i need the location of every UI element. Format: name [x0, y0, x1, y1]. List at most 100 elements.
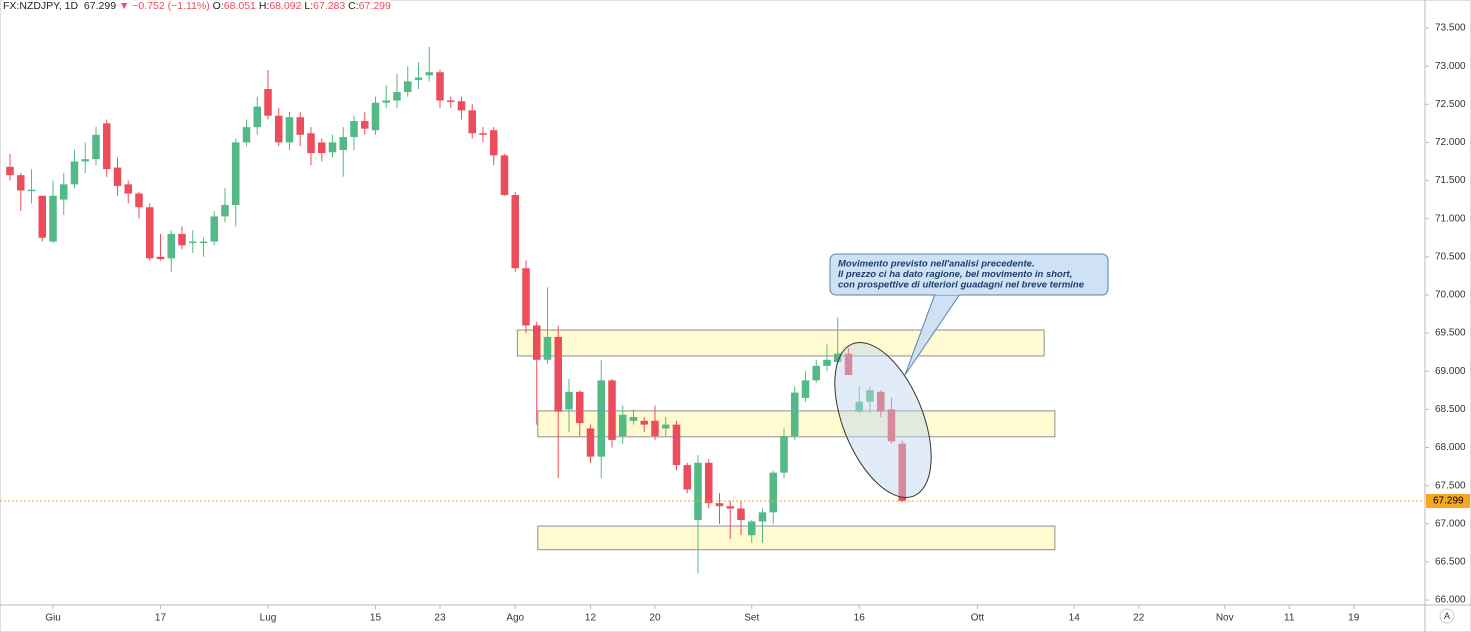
candle-body	[522, 268, 530, 326]
l-value: 67.283	[313, 0, 346, 12]
candle-body	[188, 241, 197, 244]
candle-body	[737, 508, 745, 520]
candle-body	[446, 100, 455, 102]
candle-body	[6, 166, 14, 176]
candle-body	[328, 142, 337, 153]
candle-body	[769, 472, 777, 513]
candle-body	[210, 216, 219, 242]
zone	[516, 329, 1045, 357]
x-tick-label: 16	[854, 613, 866, 624]
y-tick-label: 73.000	[1435, 61, 1466, 72]
candle-body	[565, 391, 573, 410]
y-tick-label: 72.000	[1435, 137, 1466, 148]
candle-body	[543, 336, 552, 360]
y-tick-label: 68.500	[1435, 404, 1466, 415]
x-tick-label: 15	[370, 613, 382, 624]
candle-body	[683, 465, 692, 490]
candle-body	[672, 424, 681, 466]
y-tick-label: 71.500	[1435, 175, 1466, 186]
change: −0.752 (−1.11%)	[132, 0, 210, 12]
candle-body	[887, 409, 896, 442]
candle-body	[113, 167, 122, 186]
candle-body	[726, 506, 734, 509]
candle-body	[866, 390, 874, 402]
y-tick-label: 73.500	[1435, 23, 1466, 34]
y-tick-label: 69.000	[1435, 366, 1466, 377]
candle-body	[414, 77, 423, 80]
x-tick-label: Ott	[971, 613, 985, 624]
candle-body	[59, 184, 68, 200]
x-tick-label: 22	[1133, 613, 1145, 624]
candle-body	[855, 401, 863, 412]
last-value: 67.299	[83, 0, 117, 12]
down-arrow: ▼	[118, 0, 130, 12]
x-tick-label: 14	[1069, 613, 1081, 624]
candle-body	[608, 380, 616, 440]
candle-body	[360, 121, 369, 129]
candle-body	[704, 462, 713, 504]
candle-body	[436, 72, 444, 101]
annotation-line: Il prezzo ci ha dato ragione, bel movime…	[838, 269, 1072, 280]
candle-body	[457, 101, 466, 111]
candle-body	[661, 424, 670, 429]
x-tick-label: Lug	[260, 613, 277, 624]
x-tick-label: Giu	[45, 613, 61, 624]
x-tick-label: 17	[155, 613, 167, 624]
candle-body	[597, 380, 606, 457]
x-tick-label: Nov	[1216, 613, 1234, 624]
candle-body	[296, 117, 305, 135]
candle-body	[651, 420, 659, 437]
candle-body	[758, 512, 767, 522]
x-tick-label: Ago	[506, 613, 524, 624]
x-tick-label: Set	[744, 613, 759, 624]
candle-body	[833, 353, 842, 363]
callout-cover	[936, 292, 959, 295]
candle-body	[618, 414, 627, 437]
x-tick-label: 11	[1284, 613, 1295, 624]
candle-body	[350, 121, 358, 138]
auto-scale-button[interactable]	[1439, 608, 1455, 624]
y-tick-label: 68.000	[1435, 442, 1466, 453]
y-tick-label: 67.000	[1435, 518, 1466, 529]
candle-body	[629, 416, 638, 421]
candle-body	[221, 204, 229, 217]
candle-body	[317, 142, 326, 154]
annotation-line: Movimento previsto nell'analisi preceden…	[838, 259, 1035, 270]
zone	[537, 525, 1056, 551]
candle-body	[264, 89, 272, 116]
legend-header: FX:NZDJPY, 1D 67.299 ▼ −0.752 (−1.11%) O…	[3, 0, 391, 12]
candle-body	[844, 353, 853, 376]
candle-body	[586, 428, 595, 457]
candle-body	[199, 241, 208, 244]
candle-body	[425, 72, 434, 76]
candle-body	[575, 391, 584, 424]
candle-body	[81, 159, 90, 162]
candle-body	[16, 175, 25, 191]
candle-body	[70, 161, 79, 185]
h-label: H:	[258, 0, 270, 12]
candle-body	[489, 130, 498, 156]
candle-body	[382, 100, 391, 103]
candle-body	[479, 133, 487, 135]
candle-body	[339, 137, 348, 151]
h-value: 68.092	[269, 0, 302, 12]
y-tick-label: 72.500	[1435, 99, 1466, 110]
y-tick-label: 67.500	[1435, 480, 1466, 491]
o-value: 68.051	[223, 0, 256, 12]
y-tick-label: 69.500	[1435, 328, 1466, 339]
candle-body	[780, 436, 788, 473]
candle-body	[823, 359, 831, 366]
candle-body	[242, 127, 251, 143]
candle-body	[102, 123, 111, 170]
x-tick-label: 12	[585, 613, 597, 624]
symbol: FX:NZDJPY, 1D	[3, 0, 79, 12]
c-value: 67.299	[358, 0, 391, 12]
y-tick-label: 70.000	[1435, 290, 1466, 301]
candle-body	[393, 92, 401, 101]
candle-body	[253, 106, 262, 128]
candle-body	[694, 462, 702, 520]
candle-body	[178, 233, 186, 246]
last-price-tag	[1426, 493, 1470, 508]
candle-body	[135, 193, 143, 208]
y-tick-label: 70.500	[1435, 251, 1466, 262]
